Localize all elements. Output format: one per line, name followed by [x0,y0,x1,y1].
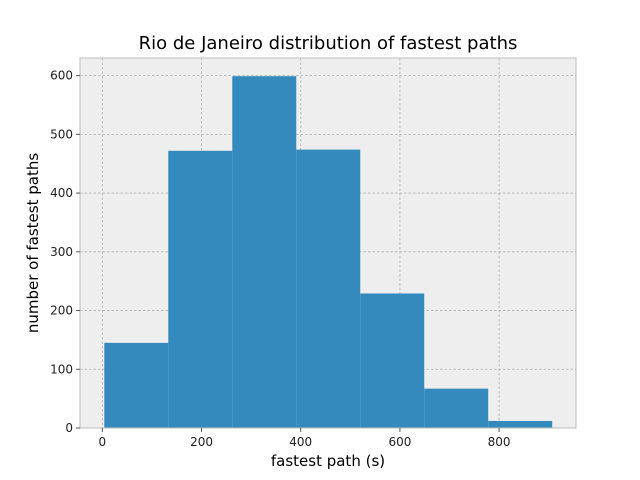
histogram-bar [360,293,425,428]
y-tick-label: 600 [50,69,73,83]
histogram-bars [104,76,553,429]
y-tick-label: 400 [50,186,73,200]
histogram-bar [104,342,169,428]
y-tick-label: 100 [50,362,73,376]
x-tick-label: 400 [289,435,312,449]
plot-frame [79,57,577,429]
y-tick-label: 200 [50,304,73,318]
y-tick-label: 300 [50,245,73,259]
y-axis-ticks: 0 100 200 300 400 500 600 [50,69,80,435]
x-axis-label: fastest path (s) [271,452,385,470]
y-tick-label: 0 [65,421,73,435]
x-tick-label: 200 [190,435,213,449]
x-tick-label: 0 [98,435,106,449]
histogram-bar [168,150,233,429]
y-axis-label: number of fastest paths [24,153,42,334]
histogram-bar [232,76,297,428]
x-tick-label: 800 [488,435,511,449]
histogram-bar [424,388,489,428]
histogram-bar [488,420,553,428]
histogram-bar [296,149,361,428]
x-axis-ticks: 0 200 400 600 800 [98,428,511,449]
y-tick-label: 500 [50,127,73,141]
chart-title: Rio de Janeiro distribution of fastest p… [139,33,518,54]
x-tick-label: 600 [388,435,411,449]
